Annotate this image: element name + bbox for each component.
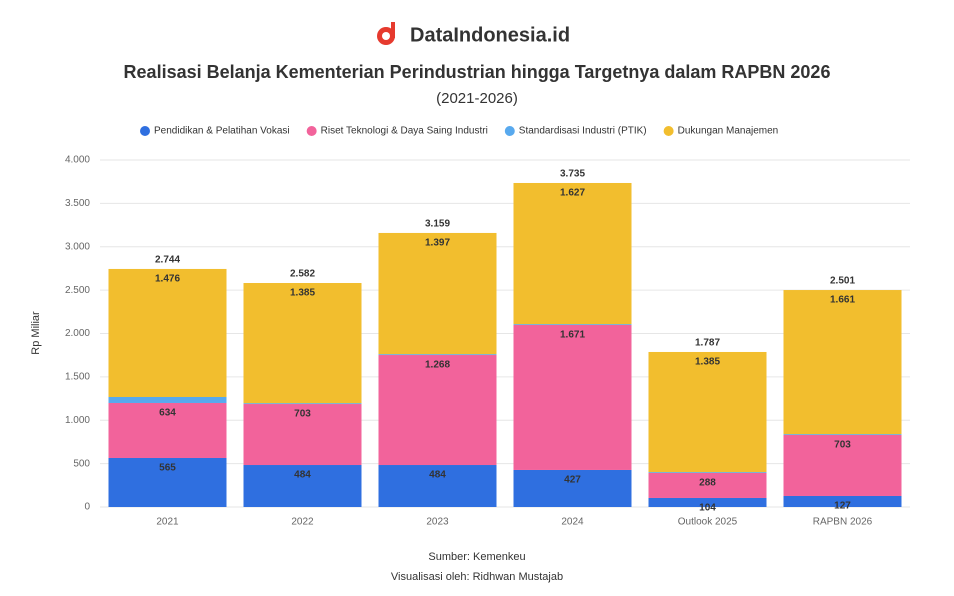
legend-swatch — [140, 126, 150, 136]
bar-segment — [108, 268, 227, 398]
logo-stem — [391, 22, 395, 38]
source: Sumber: Kemenkeu — [428, 551, 525, 563]
x-tick-label: RAPBN 2026 — [813, 517, 873, 528]
x-tick-label: 2024 — [561, 517, 584, 528]
x-tick-label: Outlook 2025 — [678, 517, 738, 528]
data-label: 288 — [699, 478, 716, 489]
bar-segment — [243, 403, 362, 405]
legend-swatch — [306, 126, 317, 136]
bar-segment — [513, 182, 632, 325]
bar-segment — [513, 469, 632, 507]
total-label: 2.744 — [155, 255, 180, 266]
total-label: 2.501 — [830, 276, 855, 287]
bar-segment — [243, 465, 362, 507]
bar-segment — [783, 434, 902, 435]
total-label: 1.787 — [695, 338, 720, 349]
total-label: 2.582 — [290, 269, 315, 280]
bar-segment — [108, 402, 227, 458]
y-tick-label: 500 — [73, 458, 90, 469]
data-label: 484 — [429, 470, 446, 481]
bar-segment — [378, 354, 497, 356]
logo — [377, 22, 395, 45]
data-label: 1.385 — [290, 288, 315, 299]
data-label: 104 — [699, 503, 716, 514]
y-tick-label: 2.500 — [65, 285, 90, 296]
bar-segment — [783, 495, 902, 507]
y-tick-label: 3.500 — [65, 198, 90, 209]
bar-segment — [378, 465, 497, 507]
bar-segment — [513, 324, 632, 470]
y-axis-label: Rp Miliar — [30, 311, 42, 355]
bar-segment — [648, 472, 767, 473]
x-tick-label: 2022 — [291, 517, 314, 528]
x-tick-label: 2021 — [156, 517, 179, 528]
data-label: 427 — [564, 475, 581, 486]
data-label: 565 — [159, 463, 176, 474]
data-label: 1.627 — [560, 188, 585, 199]
bar-segment — [108, 397, 227, 403]
bar-segment — [378, 355, 497, 466]
bar-segment — [513, 324, 632, 325]
data-label: 1.397 — [425, 238, 450, 249]
y-tick-label: 1.500 — [65, 372, 90, 383]
y-tick-label: 1.000 — [65, 415, 90, 426]
logo-hole — [382, 32, 390, 40]
bar-segment — [648, 472, 767, 498]
legend-label: Pendidikan & Pelatihan Vokasi — [154, 126, 290, 137]
bar-segment — [648, 497, 767, 507]
data-label: 703 — [834, 440, 851, 451]
data-label: 1.671 — [560, 330, 585, 341]
bar-segment — [108, 457, 227, 507]
bar-segment — [243, 283, 362, 404]
bar-segment — [648, 351, 767, 473]
y-tick-label: 0 — [84, 502, 90, 513]
data-label: 1.476 — [155, 274, 180, 285]
bar-segment — [378, 232, 497, 355]
y-tick-label: 2.000 — [65, 328, 90, 339]
bar-segment — [243, 404, 362, 466]
bar-segment — [783, 290, 902, 435]
total-label: 3.159 — [425, 219, 450, 230]
data-label: 1.385 — [695, 357, 720, 368]
data-label: 1.268 — [425, 360, 450, 371]
bar-segment — [783, 434, 902, 496]
data-label: 127 — [834, 501, 851, 512]
legend-label: Riset Teknologi & Daya Saing Industri — [321, 126, 488, 137]
data-label: 1.661 — [830, 295, 855, 306]
legend-label: Dukungan Manajemen — [678, 126, 779, 137]
y-tick-label: 4.000 — [65, 155, 90, 166]
credit: Visualisasi oleh: Ridhwan Mustajab — [391, 571, 563, 583]
data-label: 484 — [294, 470, 311, 481]
legend-swatch — [663, 126, 674, 136]
data-label: 703 — [294, 409, 311, 420]
chart-subtitle: (2021-2026) — [436, 90, 518, 107]
data-label: 634 — [159, 408, 176, 419]
brand: DataIndonesia.id — [410, 24, 570, 46]
chart-title: Realisasi Belanja Kementerian Perindustr… — [124, 62, 831, 82]
total-label: 3.735 — [560, 169, 585, 180]
y-tick-label: 3.000 — [65, 241, 90, 252]
x-tick-label: 2023 — [426, 517, 449, 528]
legend-label: Standardisasi Industri (PTIK) — [519, 126, 647, 137]
legend-swatch — [504, 126, 515, 136]
